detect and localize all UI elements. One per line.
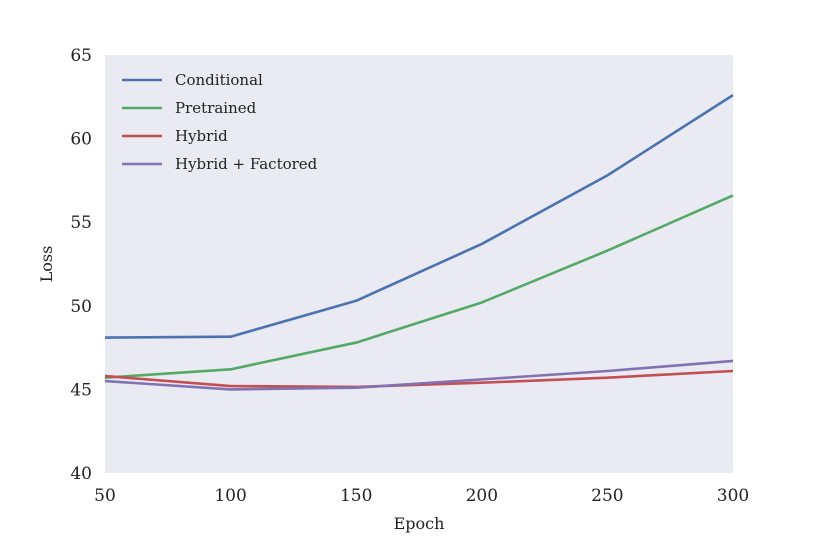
series-line-hybrid-factored (104, 359, 734, 391)
y-tick-labels: 40 45 50 55 60 65 (70, 46, 92, 484)
x-tick-label: 300 (717, 486, 749, 506)
series-layer (104, 94, 734, 391)
x-tick-label: 100 (214, 486, 246, 506)
y-tick-label: 45 (70, 380, 92, 400)
legend-label-hybrid-factored: Hybrid + Factored (175, 155, 318, 173)
y-tick-label: 55 (70, 213, 92, 233)
y-axis-label: Loss (37, 246, 56, 283)
y-tick-label: 65 (70, 46, 92, 66)
y-tick-label: 40 (70, 464, 92, 484)
x-tick-label: 150 (340, 486, 372, 506)
x-axis-label: Epoch (394, 514, 445, 533)
legend-label-hybrid: Hybrid (175, 127, 228, 145)
legend: Conditional Pretrained Hybrid Hybrid + Fact… (122, 71, 318, 173)
legend-label-conditional: Conditional (175, 71, 263, 89)
y-tick-label: 60 (70, 130, 92, 150)
series-line-pretrained (104, 194, 734, 379)
y-tick-label: 50 (70, 297, 92, 317)
x-tick-label: 250 (591, 486, 623, 506)
x-tick-label: 50 (94, 486, 116, 506)
series-line-conditional (104, 94, 734, 339)
x-tick-label: 200 (466, 486, 498, 506)
x-tick-labels: 50 100 150 200 250 300 (94, 486, 749, 506)
plot-background (105, 55, 733, 473)
legend-label-pretrained: Pretrained (175, 99, 257, 117)
